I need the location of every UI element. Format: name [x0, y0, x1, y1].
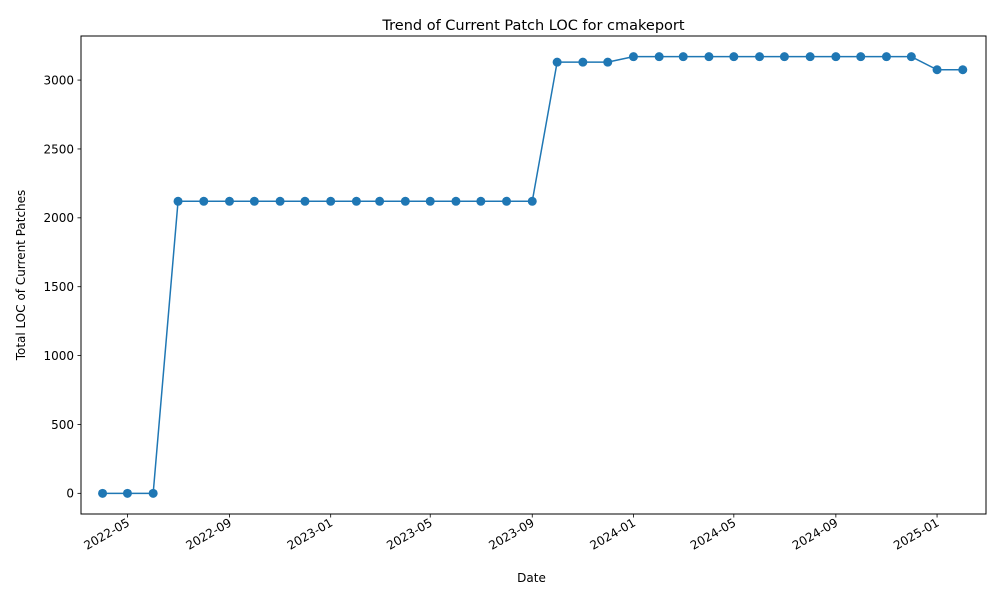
data-point — [628, 52, 638, 62]
data-point — [300, 196, 310, 206]
data-point — [805, 52, 815, 62]
data-point — [98, 488, 108, 498]
data-point — [199, 196, 209, 206]
data-point — [502, 196, 512, 206]
data-point — [654, 52, 664, 62]
y-tick-label: 1000 — [43, 349, 74, 363]
data-point — [400, 196, 410, 206]
y-axis-label: Total LOC of Current Patches — [14, 190, 28, 362]
y-tick-label: 1500 — [43, 280, 74, 294]
y-tick-label: 2500 — [43, 142, 74, 156]
data-point — [451, 196, 461, 206]
data-point — [755, 52, 765, 62]
data-point — [932, 65, 942, 75]
data-point — [704, 52, 714, 62]
data-point — [678, 52, 688, 62]
data-point — [856, 52, 866, 62]
data-point — [578, 57, 588, 67]
data-point — [729, 52, 739, 62]
data-point — [148, 488, 158, 498]
data-point — [173, 196, 183, 206]
y-tick-label: 3000 — [43, 73, 74, 87]
data-point — [351, 196, 361, 206]
data-point — [831, 52, 841, 62]
chart-title: Trend of Current Patch LOC for cmakeport — [381, 18, 684, 34]
data-point — [906, 52, 916, 62]
data-point — [527, 196, 537, 206]
data-point — [603, 57, 613, 67]
data-point — [476, 196, 486, 206]
data-point — [275, 196, 285, 206]
data-point — [425, 196, 435, 206]
y-tick-label: 0 — [66, 487, 74, 501]
plot-frame — [80, 35, 987, 515]
marks-layer — [98, 52, 968, 498]
data-point — [249, 196, 259, 206]
data-point — [958, 65, 968, 75]
x-axis-label: Date — [517, 571, 546, 585]
data-point — [224, 196, 234, 206]
y-tick-label: 500 — [51, 418, 74, 432]
data-point — [552, 57, 562, 67]
y-tick-label: 2000 — [43, 211, 74, 225]
data-point — [122, 488, 132, 498]
data-point — [881, 52, 891, 62]
data-point — [375, 196, 385, 206]
data-point — [779, 52, 789, 62]
data-point — [326, 196, 336, 206]
